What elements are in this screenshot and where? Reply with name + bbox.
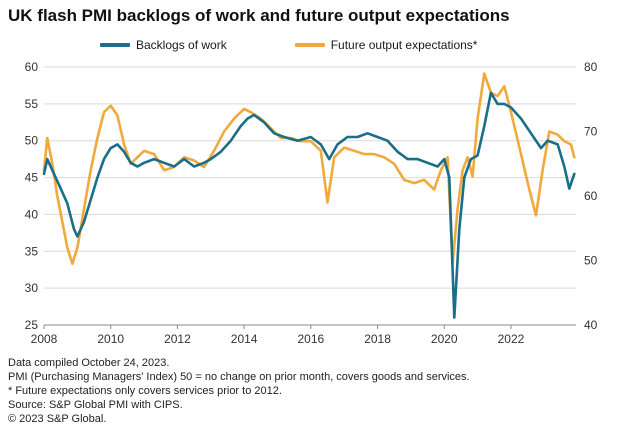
footnote-compiled: Data compiled October 24, 2023. [8, 357, 170, 369]
y-left-tick-label: 55 [25, 97, 39, 111]
x-tick-label: 2022 [498, 332, 525, 346]
series-line-backlogs [42, 91, 576, 319]
x-tick-label: 2008 [31, 332, 58, 346]
y-left-tick-label: 45 [25, 171, 39, 185]
legend-swatch-future [294, 43, 325, 47]
y-left-tick-label: 30 [25, 281, 39, 295]
legend-item-future: Future output expectations* [294, 38, 478, 52]
legend-label-future: Future output expectations* [330, 38, 478, 52]
y-left-tick-label: 25 [25, 318, 39, 332]
y-right-tick-label: 40 [584, 318, 598, 332]
x-tick-label: 2012 [164, 332, 191, 346]
y-left-tick-label: 35 [25, 244, 39, 258]
chart-legend: Backlogs of work Future output expectati… [100, 38, 477, 52]
y-right-tick-label: 50 [584, 254, 598, 268]
legend-swatch-backlogs [100, 43, 130, 47]
series-line-future [42, 72, 576, 265]
x-tick-label: 2014 [231, 332, 258, 346]
x-tick-label: 2018 [364, 332, 391, 346]
y-right-tick-label: 80 [584, 60, 598, 74]
footnote-source: Source: S&P Global PMI with CIPS. [8, 399, 183, 411]
chart-title: UK flash PMI backlogs of work and future… [8, 6, 510, 25]
footnotes: Data compiled October 24, 2023. PMI (Pur… [8, 356, 470, 426]
x-tick-label: 2020 [431, 332, 458, 346]
footnote-pmi-definition: PMI (Purchasing Managers' Index) 50 = no… [8, 371, 470, 383]
y-right-tick-label: 60 [584, 189, 598, 203]
x-tick-label: 2010 [97, 332, 124, 346]
legend-label-backlogs: Backlogs of work [136, 38, 227, 52]
y-left-tick-label: 40 [25, 207, 39, 221]
legend-item-backlogs: Backlogs of work [100, 38, 227, 52]
y-left-tick-label: 50 [25, 134, 39, 148]
footnote-services-note: * Future expectations only covers servic… [8, 385, 282, 397]
y-left-tick-label: 60 [25, 60, 39, 74]
y-right-tick-label: 70 [584, 125, 598, 139]
footnote-copyright: © 2023 S&P Global. [8, 413, 107, 425]
x-tick-label: 2016 [297, 332, 324, 346]
